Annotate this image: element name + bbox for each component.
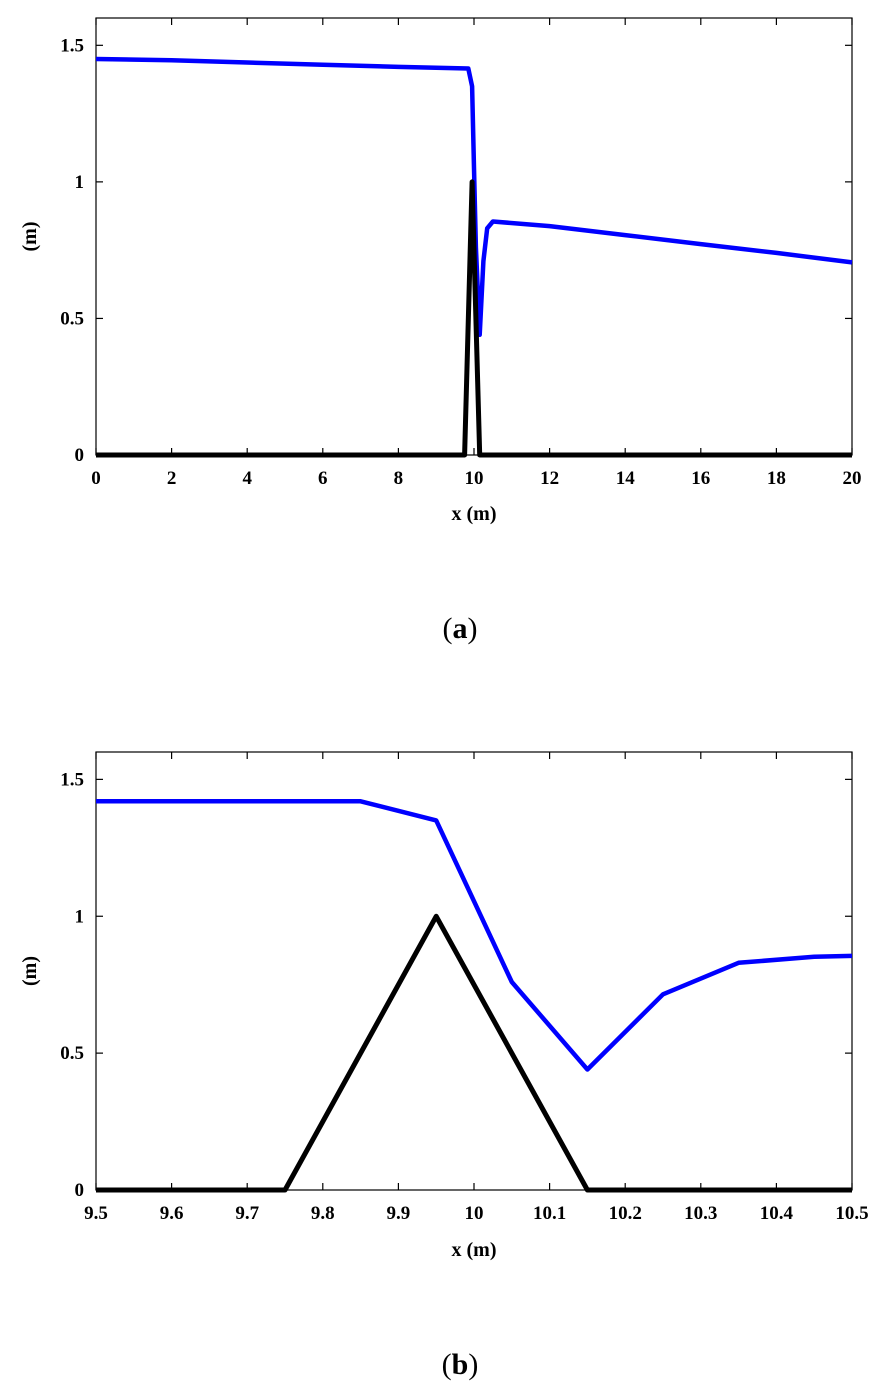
x-tick-label: 9.6 <box>160 1203 184 1224</box>
series-line-black <box>96 179 852 458</box>
x-tick-label: 10 <box>465 468 484 489</box>
series-line-blue <box>96 799 853 1072</box>
x-tick-label: 12 <box>540 468 559 489</box>
x-tick-label: 10 <box>465 1203 484 1224</box>
y-tick-label: 0 <box>75 1180 85 1201</box>
x-tick-label: 18 <box>767 468 786 489</box>
x-tick-label: 9.9 <box>387 1203 411 1224</box>
x-tick-label: 10.4 <box>760 1203 794 1224</box>
x-tick-label: 10.3 <box>684 1203 717 1224</box>
y-tick-label: 1.5 <box>60 769 84 790</box>
x-tick-label: 10.5 <box>835 1203 868 1224</box>
y-axis-title: (m) <box>19 222 41 252</box>
x-tick-label: 10.1 <box>533 1203 566 1224</box>
panel-label: (b) <box>442 1348 479 1381</box>
x-tick-label: 9.8 <box>311 1203 335 1224</box>
series-line-blue <box>95 56 853 338</box>
y-tick-label: 0 <box>75 445 85 466</box>
x-tick-label: 14 <box>616 468 636 489</box>
y-tick-label: 1 <box>75 906 85 927</box>
y-tick-label: 1 <box>75 172 85 193</box>
x-tick-label: 6 <box>318 468 328 489</box>
x-tick-label: 10.2 <box>609 1203 642 1224</box>
x-tick-label: 4 <box>242 468 252 489</box>
y-tick-label: 0.5 <box>60 308 84 329</box>
x-tick-label: 2 <box>167 468 177 489</box>
x-tick-label: 0 <box>91 468 101 489</box>
chart-panel-a: 0 2 4 6 8 10 12 14 16 18 20 0 0.5 1 1.5 x (m) (m) (a) <box>19 17 862 645</box>
x-tick-label: 9.5 <box>84 1203 108 1224</box>
plot-frame <box>95 751 853 1191</box>
x-tick-label: 8 <box>394 468 404 489</box>
x-axis-title: x (m) <box>452 503 497 525</box>
panel-label: (a) <box>443 612 478 645</box>
x-tick-label: 16 <box>691 468 710 489</box>
x-axis-title: x (m) <box>452 1239 497 1261</box>
y-axis-title: (m) <box>19 956 41 986</box>
chart-panel-b: 9.5 9.6 9.7 9.8 9.9 10 10.1 10.2 10.3 10.4 10.5 0 0.… <box>19 751 869 1381</box>
series-line-black <box>96 913 852 1193</box>
y-tick-label: 0.5 <box>60 1043 84 1064</box>
y-tick-label: 1.5 <box>60 35 84 56</box>
x-tick-label: 20 <box>843 468 862 489</box>
x-tick-label: 9.7 <box>235 1203 259 1224</box>
